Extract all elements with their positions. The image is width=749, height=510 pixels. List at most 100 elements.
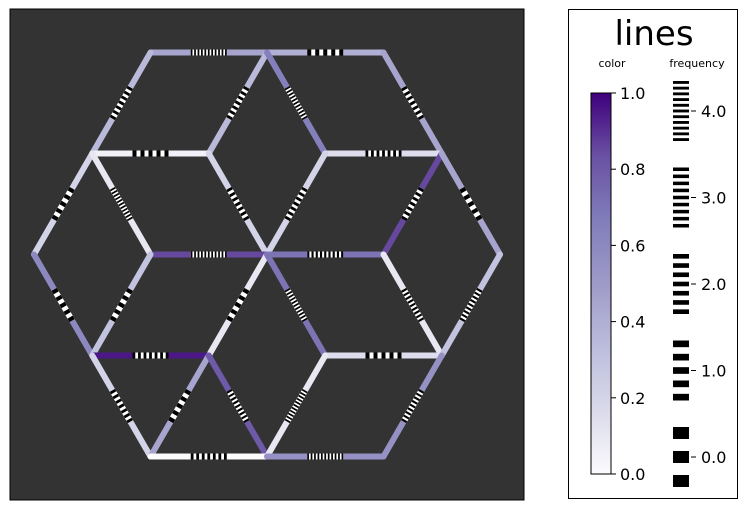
segment-marker-stripe: [123, 210, 130, 216]
frequency-swatch-stripe: [673, 86, 689, 90]
segment-marker-stripe: [168, 416, 176, 424]
segment-marker-stripe: [120, 95, 128, 101]
frequency-swatch-stripe: [673, 195, 689, 200]
frequency-swatch-stripe: [673, 202, 689, 207]
legend-frequency-label: frequency: [669, 57, 725, 70]
segment-marker-stripe: [476, 287, 483, 293]
segment-marker-stripe: [296, 106, 303, 112]
segment-marker-stripe: [231, 105, 239, 111]
segment-marker-stripe: [301, 388, 308, 394]
segment-marker-stripe: [109, 388, 117, 395]
segment-marker-stripe: [296, 308, 303, 314]
segment-10: [205, 150, 270, 258]
segment-marker-stripe: [226, 186, 233, 193]
segment-marker-stripe: [298, 191, 305, 198]
frequency-swatch-stripe: [673, 263, 689, 268]
colorbar: [590, 92, 612, 475]
segment-13: [438, 150, 503, 258]
segment-marker-stripe: [234, 201, 242, 207]
colorbar-ticks: 0.0 0.2 0.4 0.6 0.8 1.0: [611, 84, 645, 484]
segment-marker-stripe: [409, 302, 416, 308]
segment-9: [89, 150, 154, 258]
segment-marker-stripe: [234, 100, 242, 106]
segment-marker-stripe: [184, 388, 192, 396]
segment-marker-stripe: [296, 397, 303, 403]
frequency-swatch-stripe: [673, 254, 689, 259]
segment-marker-stripe: [120, 204, 127, 210]
segment-marker-stripe: [242, 215, 250, 222]
frequency-swatch-stripe: [673, 132, 689, 136]
colorbar-tick-label: 1.0: [620, 84, 645, 103]
segment-marker-stripe: [471, 295, 479, 301]
segment-marker-stripe: [405, 295, 412, 301]
segment-21: [89, 251, 154, 359]
segment-marker-stripe: [414, 191, 422, 198]
frequency-tick-label: 0.0: [701, 448, 726, 467]
segment-marker-stripe: [117, 301, 125, 309]
segment-marker-stripe: [292, 201, 300, 207]
segment-marker-stripe: [459, 186, 467, 194]
segment-marker-stripe: [109, 315, 117, 323]
segment-marker-stripe: [409, 100, 416, 106]
segment-19: [380, 251, 445, 359]
segment-marker-stripe: [231, 196, 239, 202]
colorbar-tick-label: 0.6: [620, 236, 645, 255]
segment-marker-stripe: [289, 94, 296, 100]
segment-8: [31, 150, 96, 258]
frequency-tick-label: 1.0: [701, 362, 726, 381]
segment-marker-stripe: [123, 412, 131, 419]
segment-marker-stripe: [229, 109, 236, 116]
segment-marker-stripe: [401, 287, 408, 293]
frequency-swatch-stripe: [673, 115, 689, 119]
frequency-swatch-stripe: [673, 223, 689, 228]
segment-marker-stripe: [67, 315, 75, 323]
segment-marker-stripe: [114, 195, 121, 201]
segment-marker-stripe: [295, 196, 303, 202]
segment-20: [438, 251, 503, 359]
colorbar-tick-label: 0.4: [620, 313, 645, 332]
segment-marker-stripe: [293, 100, 300, 106]
segment-marker-stripe: [242, 287, 250, 295]
segment-26: [205, 352, 270, 460]
frequency-swatch-stripe: [673, 309, 689, 314]
segment-marker-stripe: [67, 186, 75, 194]
segment-28: [380, 352, 445, 460]
segment-marker-stripe: [294, 305, 301, 311]
frequency-swatch-stripe: [673, 126, 689, 130]
segment-marker-stripe: [299, 112, 307, 118]
frequency-swatch-stripe: [673, 340, 689, 348]
segment-marker-stripe: [118, 403, 125, 409]
frequency-swatch-stripe: [673, 380, 689, 388]
segment-marker-stripe: [237, 95, 244, 101]
segment-marker-stripe: [113, 308, 121, 316]
segment-marker-stripe: [232, 399, 239, 405]
segment-marker-stripe: [126, 417, 133, 424]
segment-marker-stripe: [412, 105, 419, 111]
frequency-tick-label: 4.0: [701, 102, 726, 121]
legend-panel: lines color frequency 0.0 0.2 0.4 0.6 0.8 1.0…: [568, 9, 738, 499]
segment-marker-stripe: [121, 294, 129, 302]
frequency-swatch-stripe: [673, 103, 689, 107]
segment-marker-stripe: [286, 88, 293, 94]
segment-marker-stripe: [403, 90, 411, 97]
segment-marker-stripe: [172, 409, 180, 417]
segment-marker-stripe: [414, 109, 422, 116]
segment-marker-stripe: [413, 396, 420, 402]
segment-marker-stripe: [403, 414, 410, 420]
segment-marker-stripe: [415, 313, 423, 319]
segment-marker-stripe: [287, 412, 295, 418]
segment-marker-stripe: [63, 308, 71, 316]
legend-title: lines: [614, 14, 694, 54]
segment-27: [264, 352, 329, 460]
segment-marker-stripe: [299, 314, 307, 320]
segment-marker-stripe: [241, 414, 248, 420]
segment-marker-stripe: [236, 407, 244, 413]
segment-marker-stripe: [125, 213, 132, 219]
segment-marker-stripe: [407, 298, 414, 304]
segment-marker-stripe: [401, 418, 408, 424]
segment-marker-stripe: [415, 392, 423, 398]
segment-marker-stripe: [461, 313, 468, 319]
segment-marker-stripe: [118, 100, 125, 106]
segment-11: [264, 150, 329, 258]
colorbar-tick-label: 0.2: [620, 389, 645, 408]
